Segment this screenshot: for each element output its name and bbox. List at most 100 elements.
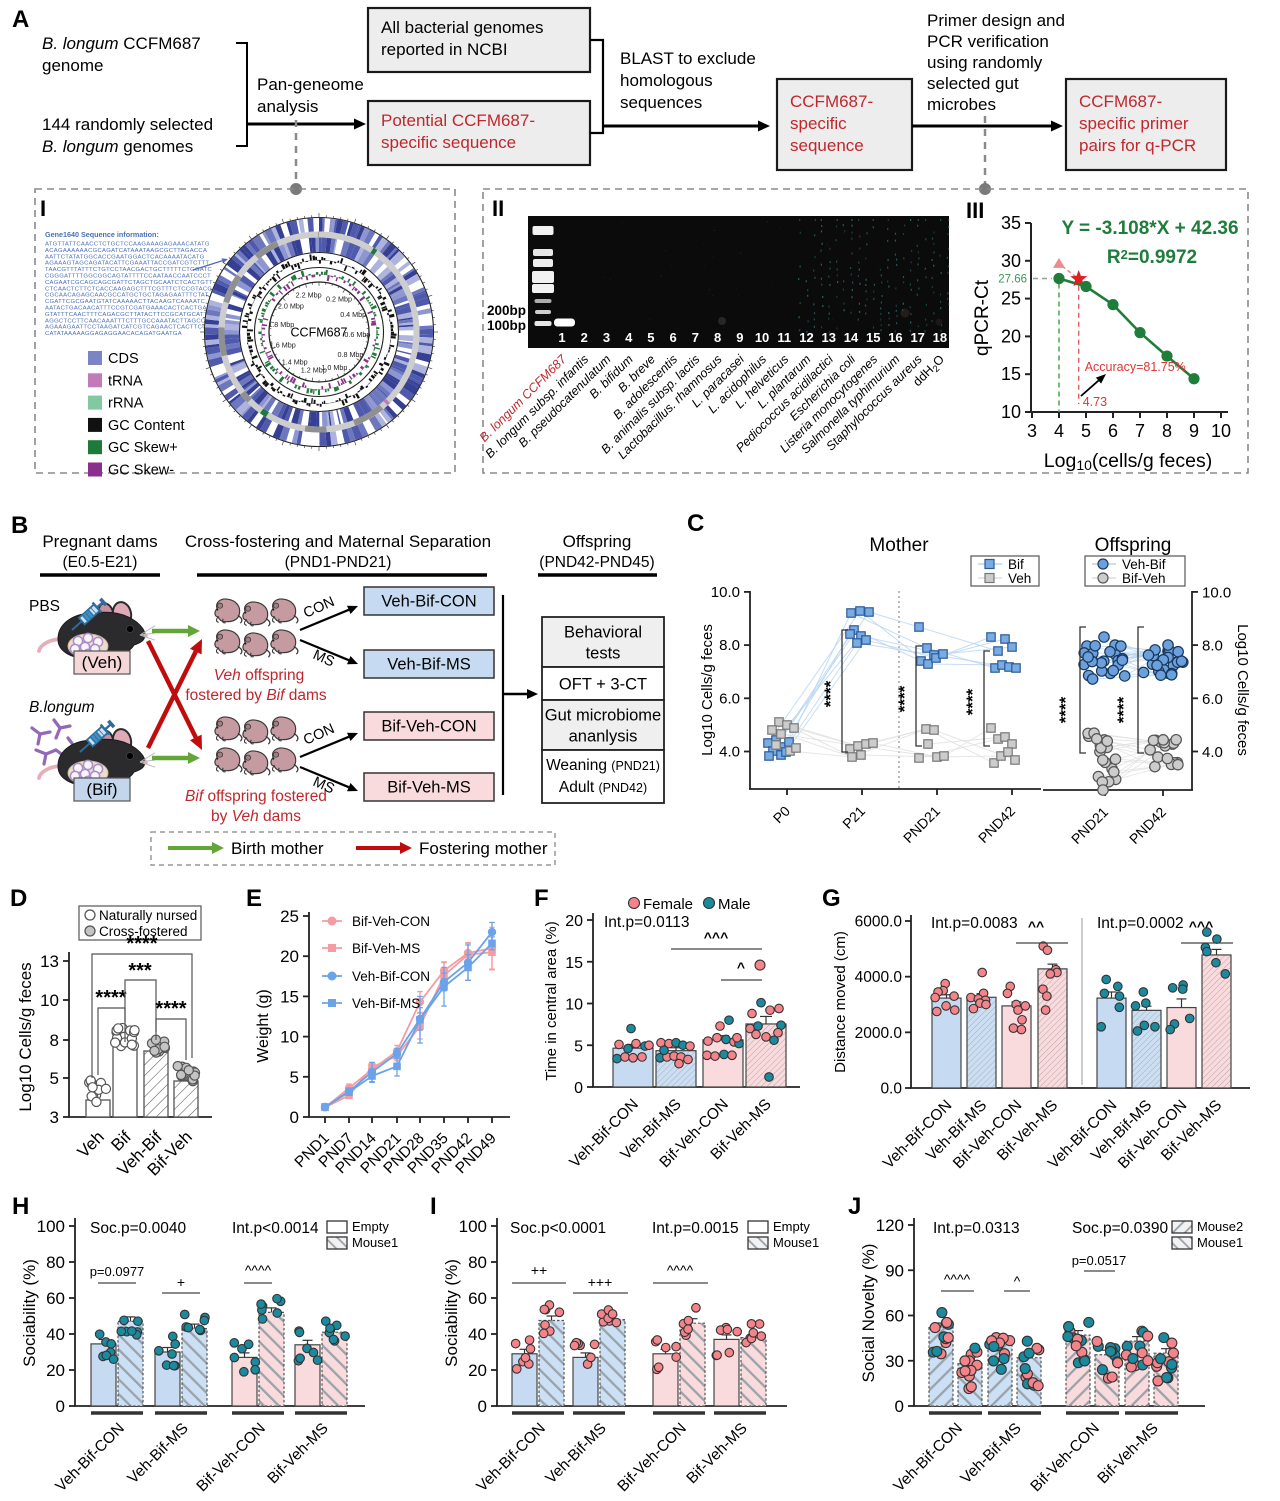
svg-text:0.8 Mbp: 0.8 Mbp — [337, 350, 363, 359]
svg-text:8: 8 — [714, 330, 721, 345]
svg-text:Veh-Bif-CON: Veh-Bif-CON — [352, 969, 430, 984]
svg-text:Birth mother: Birth mother — [231, 839, 324, 858]
svg-text:18: 18 — [933, 330, 947, 345]
svg-text:Weaning (PND21): Weaning (PND21) — [546, 757, 660, 774]
svg-text:All bacterial genomes: All bacterial genomes — [381, 18, 544, 37]
svg-text:0: 0 — [290, 1108, 299, 1127]
svg-text:11: 11 — [777, 330, 791, 345]
svg-text:CDS: CDS — [108, 351, 139, 367]
svg-text:Veh: Veh — [1008, 571, 1031, 586]
svg-text:14: 14 — [844, 330, 859, 345]
svg-text:Int.p=0.0002: Int.p=0.0002 — [1097, 915, 1184, 932]
svg-text:BLAST to exclude: BLAST to exclude — [620, 49, 756, 68]
svg-text:^^: ^^ — [1028, 918, 1044, 934]
svg-text:selected gut: selected gut — [927, 74, 1019, 93]
svg-text:Offspring: Offspring — [563, 532, 632, 551]
svg-text:Male: Male — [718, 896, 751, 913]
svg-text:Behavioral: Behavioral — [564, 624, 642, 642]
svg-text:Offspring: Offspring — [1095, 535, 1172, 556]
svg-text:Int.p<0.0014: Int.p<0.0014 — [232, 1220, 319, 1237]
svg-text:Mouse1: Mouse1 — [1197, 1235, 1243, 1250]
svg-text:(E0.5-E21): (E0.5-E21) — [63, 554, 138, 571]
svg-text:microbes: microbes — [927, 95, 996, 114]
svg-text:Veh-Bif: Veh-Bif — [1122, 557, 1166, 572]
svg-text:25: 25 — [280, 907, 299, 926]
svg-text:Cross-fostering and Maternal S: Cross-fostering and Maternal Separation — [185, 532, 491, 551]
svg-text:Distance moved (cm): Distance moved (cm) — [832, 931, 849, 1073]
svg-text:80: 80 — [468, 1253, 487, 1272]
svg-text:rRNA: rRNA — [108, 396, 144, 412]
svg-text:12: 12 — [799, 330, 813, 345]
svg-text:10: 10 — [1001, 402, 1021, 422]
svg-text:GC Skew-: GC Skew- — [108, 463, 174, 479]
svg-text:****: **** — [95, 987, 126, 1009]
svg-text:Log10 Cells/g feces: Log10 Cells/g feces — [1234, 624, 1251, 756]
svg-text:Veh-Bif-MS: Veh-Bif-MS — [352, 996, 420, 1011]
svg-text:4: 4 — [1054, 421, 1064, 441]
svg-text:Adult (PND42): Adult (PND42) — [559, 779, 647, 796]
svg-text:****: **** — [1114, 696, 1133, 723]
svg-text:20: 20 — [280, 947, 299, 966]
svg-text:0: 0 — [895, 1397, 904, 1416]
svg-text:100: 100 — [37, 1217, 65, 1236]
svg-text:5: 5 — [50, 1069, 59, 1088]
svg-text:6.0: 6.0 — [719, 690, 740, 707]
svg-text:B: B — [11, 512, 28, 539]
svg-text:****: **** — [895, 685, 914, 712]
svg-text:AATACTGACAACATTTCCGTCGATGAAACA: AATACTGACAACATTTCCGTCGATGAAACACTCACTGAA — [45, 306, 211, 312]
svg-text:ATGTTATTCAACCTCTGCTCCAAGAAAGAG: ATGTTATTCAACCTCTGCTCCAAGAAAGAGAAACATATG — [45, 242, 210, 248]
svg-text:15: 15 — [1001, 364, 1021, 384]
svg-text:reported in NCBI: reported in NCBI — [381, 40, 508, 59]
svg-text:7: 7 — [1135, 421, 1145, 441]
svg-text:TAACGTTTATTTCTGTCCTAACGACTGCTT: TAACGTTTATTTCTGTCCTAACGACTGCTTTTTCTGGATC — [45, 267, 213, 273]
svg-text:specific sequence: specific sequence — [381, 133, 516, 152]
svg-text:15: 15 — [866, 330, 880, 345]
svg-text:CCFM687-: CCFM687- — [790, 92, 873, 111]
svg-text:3: 3 — [603, 330, 610, 345]
svg-text:CGGGATTTTGGCGGCAGTATTTTCCAATAA: CGGGATTTTGGCGGCAGTATTTTCCAATAACCAATCCCT — [45, 274, 211, 280]
svg-text:Mouse1: Mouse1 — [773, 1235, 819, 1250]
svg-text:1.6 Mbp: 1.6 Mbp — [270, 340, 296, 349]
svg-text:specific: specific — [790, 114, 847, 133]
svg-text:GC Content: GC Content — [108, 418, 185, 434]
svg-text:C: C — [687, 510, 704, 537]
svg-text:20: 20 — [1001, 326, 1021, 346]
svg-text:4: 4 — [625, 330, 633, 345]
svg-text:Log10 Cells/g feces: Log10 Cells/g feces — [699, 624, 716, 756]
svg-text:I: I — [40, 196, 46, 221]
svg-text:9: 9 — [1189, 421, 1199, 441]
svg-text:CCFM687-: CCFM687- — [1079, 92, 1162, 111]
svg-text:Bif offspring fostered: Bif offspring fostered — [185, 788, 327, 805]
svg-text:(PND1-PND21): (PND1-PND21) — [285, 554, 392, 571]
svg-text:27.66: 27.66 — [998, 273, 1027, 285]
svg-text:Accuracy=81.75%: Accuracy=81.75% — [1085, 360, 1186, 374]
svg-text:Sociability (%): Sociability (%) — [442, 1259, 461, 1367]
svg-text:6000.0: 6000.0 — [855, 914, 903, 931]
svg-text:qPCR-Ct: qPCR-Ct — [972, 279, 993, 356]
svg-text:CGATTCGCGAATGTATCAAAAACTTACAAG: CGATTCGCGAATGTATCAAAAACTTACAAGTCAAAATC — [45, 299, 206, 305]
svg-text:10.0: 10.0 — [1202, 584, 1231, 601]
svg-text:AATTCTATATGGCACCGAATGGACTCACAA: AATTCTATATGGCACCGAATGGACTCACAAAATACATG — [45, 254, 205, 260]
svg-text:Bif-Veh-CON: Bif-Veh-CON — [352, 914, 430, 929]
svg-text:Gene1640 Sequence information:: Gene1640 Sequence information: — [45, 230, 159, 239]
svg-text:genome: genome — [42, 56, 103, 75]
svg-text:Soc.p<0.0001: Soc.p<0.0001 — [510, 1220, 606, 1237]
svg-text:Gut microbiome: Gut microbiome — [545, 707, 661, 725]
svg-text:AGAAAGAATTCCTAAGATCATCGTCAGAAC: AGAAAGAATTCCTAAGATCATCGTCAGAACTCACTTCCT — [45, 325, 211, 331]
svg-text:Pregnant dams: Pregnant dams — [42, 532, 157, 551]
svg-text:6: 6 — [1108, 421, 1118, 441]
svg-text:Empty: Empty — [773, 1219, 810, 1234]
svg-text:5: 5 — [1081, 421, 1091, 441]
svg-text:****: **** — [1056, 696, 1075, 723]
svg-text:CAGAATCGCAGCAGCGATTCTAGCTGCAAT: CAGAATCGCAGCAGCGATTCTAGCTGCAATCTCACTGTT — [45, 280, 213, 286]
svg-text:^: ^ — [1014, 1273, 1021, 1289]
svg-text:^^^^: ^^^^ — [944, 1271, 971, 1287]
svg-text:6: 6 — [670, 330, 677, 345]
svg-text:200bp: 200bp — [487, 303, 526, 318]
svg-text:Pan-geneome: Pan-geneome — [257, 75, 364, 94]
svg-text:10: 10 — [755, 330, 769, 345]
svg-text:2000.0: 2000.0 — [855, 1025, 903, 1042]
svg-text:8.0: 8.0 — [719, 637, 740, 654]
svg-text:40: 40 — [468, 1325, 487, 1344]
svg-text:8.0: 8.0 — [1202, 638, 1223, 655]
